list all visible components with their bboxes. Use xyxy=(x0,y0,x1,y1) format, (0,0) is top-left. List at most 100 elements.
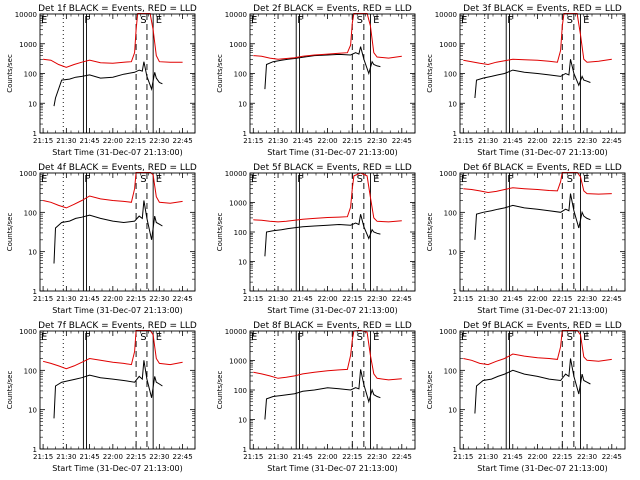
y-axis-label: Counts/sec xyxy=(6,54,14,93)
y-tick-label: 10 xyxy=(28,249,37,257)
y-tick-label: 1 xyxy=(453,288,457,296)
x-axis-label: Start Time (31-Dec-07 21:13:00) xyxy=(477,464,608,473)
y-tick-label: 100 xyxy=(444,367,457,375)
marker-label: F xyxy=(507,15,513,26)
x-tick-label: 21:30 xyxy=(478,453,498,461)
x-tick-label: 21:45 xyxy=(80,137,100,145)
y-tick-label: 100 xyxy=(24,209,37,217)
x-tick-label: 22:30 xyxy=(577,137,597,145)
plot-frame xyxy=(39,330,196,450)
y-tick-label: 1000 xyxy=(19,328,37,336)
x-tick-label: 21:30 xyxy=(268,295,288,303)
x-tick-label: 21:30 xyxy=(478,137,498,145)
events-series-line xyxy=(53,61,163,107)
x-tick-label: 22:15 xyxy=(552,137,572,145)
marker-label: F xyxy=(297,174,303,185)
x-tick-label: 22:30 xyxy=(149,137,169,145)
panel-det-6f: Det 6f BLACK = Events, RED = LLD Counts/s… xyxy=(426,163,626,315)
x-tick-label: 21:45 xyxy=(80,295,100,303)
marker-label: S xyxy=(357,15,363,26)
marker-label: F xyxy=(84,174,90,185)
x-tick-label: 21:45 xyxy=(503,453,523,461)
lld-series-line xyxy=(463,172,612,195)
y-tick-label: 100 xyxy=(24,71,37,79)
x-tick-label: 22:45 xyxy=(392,453,412,461)
x-tick-label: 22:00 xyxy=(103,137,123,145)
x-tick-label: 21:15 xyxy=(33,453,53,461)
y-tick-label: 100 xyxy=(444,71,457,79)
panel-det-2f: Det 2f BLACK = Events, RED = LLD Counts/s… xyxy=(216,4,416,157)
marker-label: E xyxy=(461,15,467,26)
x-axis-label: Start Time (31-Dec-07 21:13:00) xyxy=(267,148,398,157)
panel-det-9f: Det 9f BLACK = Events, RED = LLD Counts/s… xyxy=(426,321,626,473)
x-tick-label: 22:00 xyxy=(317,453,337,461)
y-axis-label: Counts/sec xyxy=(216,54,224,93)
marker-label: F xyxy=(297,15,303,26)
chart-title: Det 8f BLACK = Events, RED = LLD xyxy=(253,321,412,331)
x-tick-label: 22:15 xyxy=(126,295,146,303)
marker-label: E xyxy=(583,332,589,343)
y-tick-label: 10000 xyxy=(15,11,37,19)
panel-det-5f: Det 5f BLACK = Events, RED = LLD Counts/s… xyxy=(216,163,416,315)
marker-label: E xyxy=(156,174,162,185)
marker-label: S xyxy=(140,174,146,185)
lld-series-line xyxy=(253,172,402,223)
y-tick-label: 10 xyxy=(28,407,37,415)
events-series-line xyxy=(264,369,381,420)
x-tick-label: 22:15 xyxy=(552,453,572,461)
y-tick-label: 1000 xyxy=(439,170,457,178)
y-tick-label: 1 xyxy=(33,288,37,296)
marker-label: F xyxy=(84,15,90,26)
x-tick-label: 22:15 xyxy=(342,295,362,303)
x-tick-label: 22:45 xyxy=(392,137,412,145)
events-series-line xyxy=(264,214,381,257)
chart-title: Det 6f BLACK = Events, RED = LLD xyxy=(463,163,622,173)
x-tick-label: 22:15 xyxy=(126,453,146,461)
marker-label: F xyxy=(507,332,513,343)
y-axis-label: Counts/sec xyxy=(426,54,434,93)
marker-label: S xyxy=(567,174,573,185)
panel-det-1f: Det 1f BLACK = Events, RED = LLD Counts/s… xyxy=(6,4,197,157)
x-tick-label: 22:30 xyxy=(367,453,387,461)
y-tick-label: 10 xyxy=(238,100,247,108)
events-series-line xyxy=(53,360,163,419)
x-tick-label: 22:45 xyxy=(173,453,193,461)
x-tick-label: 22:00 xyxy=(527,137,547,145)
y-tick-label: 10 xyxy=(448,100,457,108)
y-tick-label: 10000 xyxy=(435,11,457,19)
marker-label: E xyxy=(251,332,257,343)
y-tick-label: 100 xyxy=(24,367,37,375)
chart-title: Det 5f BLACK = Events, RED = LLD xyxy=(253,163,412,173)
x-tick-label: 21:15 xyxy=(243,453,263,461)
panel-det-4f: Det 4f BLACK = Events, RED = LLD Counts/s… xyxy=(6,163,197,315)
chart-title: Det 9f BLACK = Events, RED = LLD xyxy=(463,321,622,331)
x-tick-label: 22:30 xyxy=(577,295,597,303)
y-tick-label: 1 xyxy=(243,288,247,296)
marker-label: E xyxy=(156,332,162,343)
x-tick-label: 22:00 xyxy=(527,453,547,461)
marker-label: E xyxy=(583,174,589,185)
x-tick-label: 22:00 xyxy=(103,295,123,303)
x-tick-label: 21:15 xyxy=(33,295,53,303)
x-tick-label: 21:45 xyxy=(293,295,313,303)
y-tick-label: 1 xyxy=(33,446,37,454)
y-axis-label: Counts/sec xyxy=(426,213,434,252)
x-tick-label: 21:30 xyxy=(478,295,498,303)
marker-label: E xyxy=(41,174,47,185)
x-tick-label: 22:45 xyxy=(602,295,622,303)
chart-title: Det 7f BLACK = Events, RED = LLD xyxy=(38,321,197,331)
lld-series-line xyxy=(42,172,183,209)
plot-frame xyxy=(249,172,416,292)
x-tick-label: 22:45 xyxy=(602,453,622,461)
y-tick-label: 100 xyxy=(444,209,457,217)
marker-label: E xyxy=(41,332,47,343)
y-axis-label: Counts/sec xyxy=(216,371,224,410)
y-tick-label: 100 xyxy=(234,71,247,79)
marker-label: E xyxy=(583,15,589,26)
x-axis-label: Start Time (31-Dec-07 21:13:00) xyxy=(267,306,398,315)
marker-label: E xyxy=(373,15,379,26)
y-tick-label: 10000 xyxy=(225,170,247,178)
panel-det-3f: Det 3f BLACK = Events, RED = LLD Counts/s… xyxy=(426,4,626,157)
marker-label: E xyxy=(373,174,379,185)
y-tick-label: 1 xyxy=(33,130,37,138)
